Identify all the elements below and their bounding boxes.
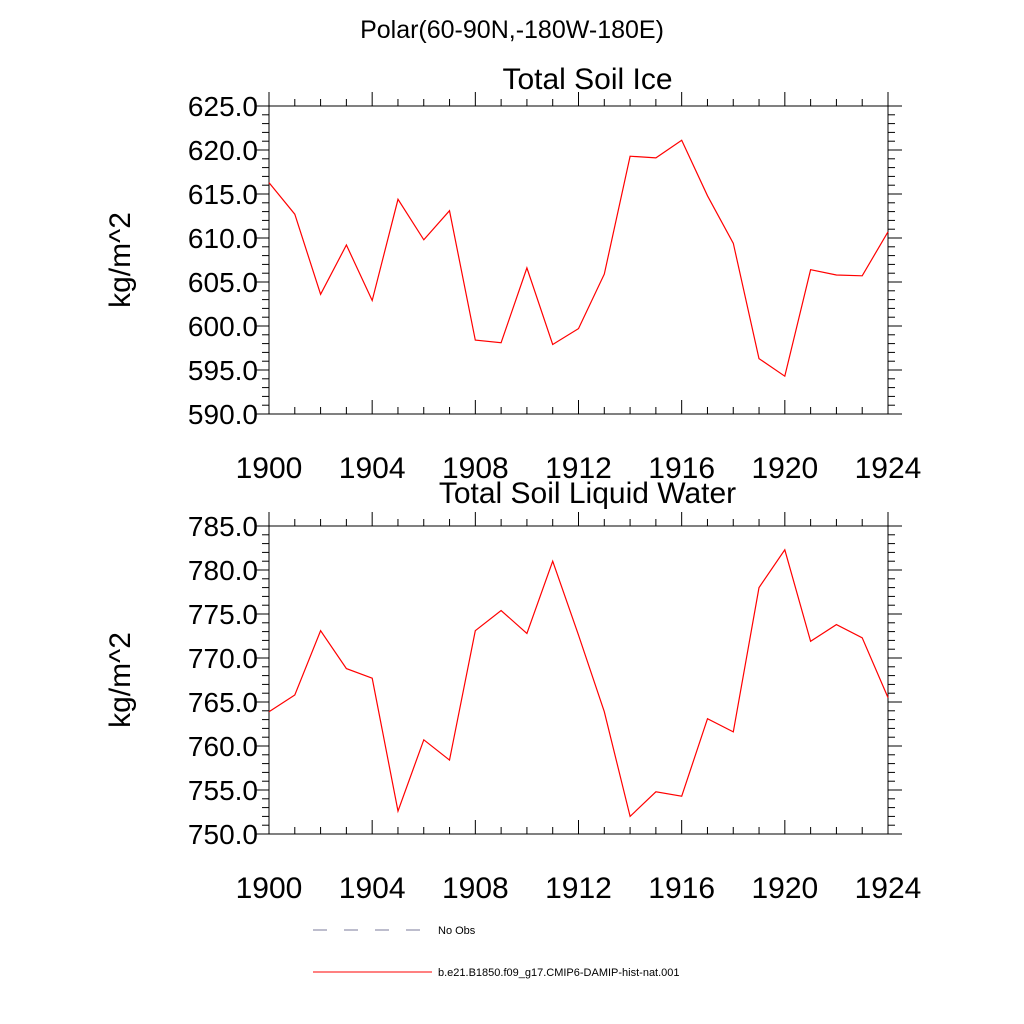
panel1-data-point — [603, 273, 606, 276]
panel2-plot-frame — [268, 525, 889, 835]
panel2-y-tick-label: 770.0 — [188, 643, 258, 674]
legend-label-1: No Obs — [438, 925, 476, 937]
panel1-y-tick-label: 615.0 — [188, 179, 258, 210]
panel2-y-tick-label: 780.0 — [188, 555, 258, 586]
panel2-x-tick-label: 1908 — [442, 872, 509, 905]
panel2-data-point — [268, 710, 271, 713]
panel1-y-tick-label: 610.0 — [188, 223, 258, 254]
panel2-x-tick-label: 1916 — [648, 872, 715, 905]
panel1-x-tick-label: 1912 — [545, 452, 612, 485]
panel2-data-point — [526, 632, 529, 635]
panel2-x-tick-label: 1924 — [855, 872, 922, 905]
panel1-data-point — [345, 244, 348, 247]
panel1-x-tick-label: 1904 — [339, 452, 406, 485]
panel2-data-point — [474, 629, 477, 632]
figure-title: Polar(60-90N,-180W-180E) — [360, 16, 664, 44]
panel1-data-point — [371, 299, 374, 302]
panel2-title: Total Soil Liquid Water — [439, 477, 736, 510]
panel1-data-point — [758, 357, 761, 360]
panel2-data-point — [732, 731, 735, 734]
panel1-y-tick-label: 590.0 — [188, 399, 258, 430]
panel2-data-point — [603, 710, 606, 713]
panel2-data-point — [861, 636, 864, 639]
panel1-y-tick-label: 620.0 — [188, 135, 258, 166]
panel1-x-tick-label: 1916 — [648, 452, 715, 485]
panel2-data-point — [629, 815, 632, 818]
panel2-data-point — [500, 609, 503, 612]
panel2-y-tick-label: 760.0 — [188, 731, 258, 762]
panel2-data-point — [448, 759, 451, 762]
panel1-series-line-1 — [268, 139, 889, 378]
panel1-x-tick-label: 1900 — [236, 452, 303, 485]
legend-label-2: b.e21.B1850.f09_g17.CMIP6-DAMIP-hist-nat… — [438, 967, 680, 979]
panel1-data-point — [732, 242, 735, 245]
panel2-data-point — [835, 623, 838, 626]
panel1-data-point — [887, 230, 890, 233]
panel2-data-point — [706, 717, 709, 720]
panel1-data-point — [319, 293, 322, 296]
panel1-data-point — [293, 213, 296, 216]
panel2-data-point — [809, 640, 812, 643]
panel1-data-point — [551, 343, 554, 346]
panel2-data-point — [680, 795, 683, 798]
panel2-data-point — [345, 667, 348, 670]
panel2-data-point — [758, 586, 761, 589]
panel2-y-tick-label: 765.0 — [188, 687, 258, 718]
panel1-title: Total Soil Ice — [502, 63, 672, 96]
panel1-data-point — [835, 274, 838, 277]
panel1-y-tick-label: 625.0 — [188, 91, 258, 122]
panel2-data-point — [397, 810, 400, 813]
panel2-series-line-1 — [268, 548, 889, 818]
panel2-data-point — [293, 694, 296, 697]
panel2-data-point — [654, 790, 657, 793]
panel1-data-point — [783, 375, 786, 378]
panel2-data-point — [371, 677, 374, 680]
panel1-data-point — [422, 238, 425, 241]
panel2-data-point — [319, 629, 322, 632]
panel1-y-tick-label: 600.0 — [188, 311, 258, 342]
panel2-data-point — [887, 696, 890, 699]
panel2-y-axis-label: kg/m^2 — [104, 632, 137, 728]
panel2-data-point — [422, 738, 425, 741]
panel1-data-point — [654, 157, 657, 160]
panel1-y-tick-label: 595.0 — [188, 355, 258, 386]
panel2-y-tick-label: 785.0 — [188, 511, 258, 542]
panel1-data-point — [268, 181, 271, 184]
panel2-x-tick-label: 1900 — [236, 872, 303, 905]
panel1-y-tick-label: 605.0 — [188, 267, 258, 298]
panel1-data-point — [680, 139, 683, 142]
panel1-data-point — [397, 198, 400, 201]
panel1-data-point — [577, 327, 580, 330]
panel2-x-tick-label: 1904 — [339, 872, 406, 905]
panel1-data-point — [500, 341, 503, 344]
panel1-data-point — [706, 194, 709, 197]
panel1-x-tick-label: 1924 — [855, 452, 922, 485]
panel1-data-point — [809, 268, 812, 271]
panel1-data-point — [448, 209, 451, 212]
panel2-data-point — [577, 634, 580, 637]
panel2-x-tick-label: 1920 — [751, 872, 818, 905]
panel1-data-point — [474, 339, 477, 342]
panel2-y-tick-label: 755.0 — [188, 775, 258, 806]
panel2-x-tick-label: 1912 — [545, 872, 612, 905]
panel1-x-tick-label: 1920 — [751, 452, 818, 485]
panel2-y-tick-label: 750.0 — [188, 819, 258, 850]
panel2-data-point — [551, 560, 554, 563]
panel1-data-point — [629, 155, 632, 158]
panel1-data-point — [526, 267, 529, 270]
panel1-y-axis-label: kg/m^2 — [104, 212, 137, 308]
panel1-data-point — [861, 274, 864, 277]
panel1-x-tick-label: 1908 — [442, 452, 509, 485]
panel2-y-tick-label: 775.0 — [188, 599, 258, 630]
panel2-data-point — [783, 548, 786, 551]
panel1-plot-frame — [268, 105, 889, 415]
